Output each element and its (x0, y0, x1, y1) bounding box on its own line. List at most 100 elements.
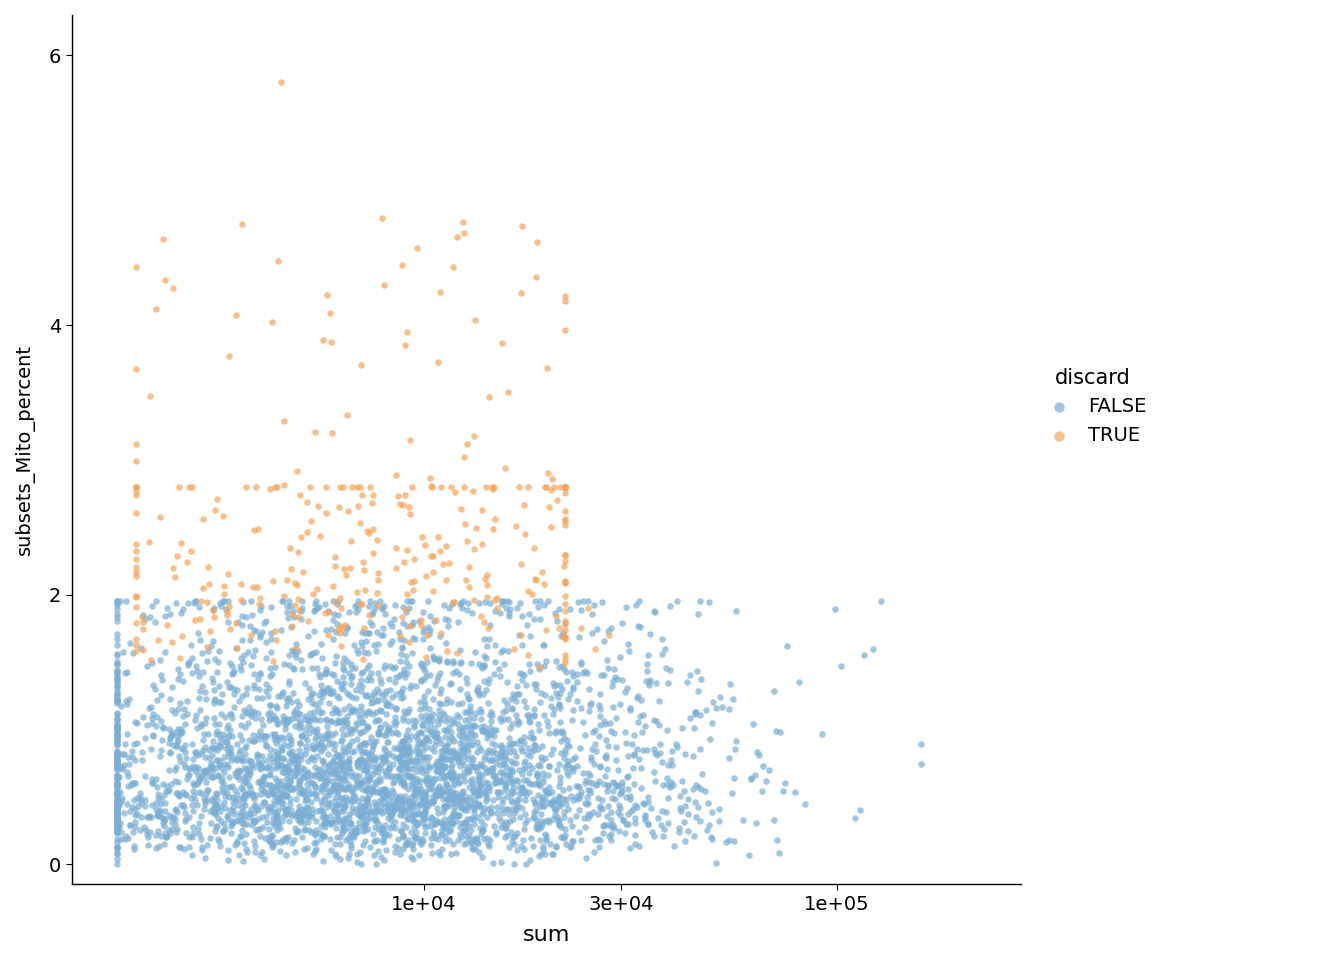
FALSE (324, 764, 345, 780)
FALSE (469, 684, 491, 700)
FALSE (601, 832, 622, 848)
FALSE (410, 725, 431, 740)
FALSE (293, 815, 314, 830)
FALSE (258, 712, 280, 728)
FALSE (419, 770, 441, 785)
FALSE (164, 811, 185, 827)
FALSE (527, 716, 548, 732)
FALSE (199, 803, 220, 818)
FALSE (661, 743, 683, 758)
FALSE (411, 717, 433, 732)
TRUE (388, 497, 410, 513)
FALSE (406, 780, 427, 796)
FALSE (313, 684, 335, 699)
FALSE (579, 767, 601, 782)
FALSE (106, 732, 128, 747)
FALSE (528, 661, 550, 677)
FALSE (491, 813, 512, 828)
TRUE (535, 622, 556, 637)
TRUE (367, 586, 388, 601)
FALSE (425, 737, 446, 753)
FALSE (169, 727, 191, 742)
FALSE (536, 785, 558, 801)
FALSE (411, 811, 433, 827)
FALSE (453, 741, 474, 756)
FALSE (415, 773, 437, 788)
FALSE (106, 835, 128, 851)
FALSE (194, 765, 215, 780)
FALSE (523, 838, 544, 853)
FALSE (566, 666, 587, 682)
FALSE (269, 758, 290, 774)
FALSE (206, 785, 227, 801)
FALSE (501, 700, 523, 715)
TRUE (552, 629, 574, 644)
FALSE (304, 710, 325, 726)
TRUE (276, 572, 297, 588)
FALSE (208, 753, 230, 768)
FALSE (106, 721, 128, 736)
FALSE (335, 789, 356, 804)
FALSE (528, 777, 550, 792)
TRUE (555, 294, 577, 309)
FALSE (503, 685, 524, 701)
FALSE (749, 748, 770, 763)
FALSE (411, 831, 433, 847)
FALSE (388, 741, 410, 756)
TRUE (329, 590, 351, 606)
FALSE (543, 742, 564, 757)
FALSE (323, 755, 344, 770)
TRUE (555, 630, 577, 645)
FALSE (480, 617, 501, 633)
FALSE (468, 595, 489, 611)
TRUE (230, 576, 251, 591)
FALSE (413, 810, 434, 826)
FALSE (294, 739, 316, 755)
FALSE (367, 693, 388, 708)
FALSE (516, 746, 538, 761)
FALSE (349, 844, 371, 859)
TRUE (555, 322, 577, 337)
FALSE (247, 727, 269, 742)
FALSE (673, 814, 695, 829)
FALSE (106, 665, 128, 681)
FALSE (551, 819, 573, 834)
TRUE (433, 557, 454, 572)
FALSE (285, 752, 306, 767)
FALSE (194, 790, 215, 805)
TRUE (212, 509, 234, 524)
FALSE (528, 600, 550, 615)
TRUE (196, 639, 218, 655)
FALSE (168, 785, 190, 801)
FALSE (184, 712, 206, 728)
TRUE (509, 285, 531, 300)
FALSE (396, 781, 418, 797)
FALSE (237, 752, 258, 767)
FALSE (329, 756, 351, 771)
FALSE (460, 811, 481, 827)
FALSE (558, 756, 579, 772)
FALSE (602, 817, 624, 832)
FALSE (723, 833, 745, 849)
FALSE (234, 760, 255, 776)
FALSE (314, 666, 336, 682)
TRUE (125, 506, 146, 521)
FALSE (552, 830, 574, 846)
TRUE (555, 479, 577, 494)
FALSE (106, 852, 128, 867)
FALSE (266, 822, 288, 837)
FALSE (106, 736, 128, 752)
FALSE (390, 758, 411, 774)
FALSE (278, 738, 300, 754)
FALSE (302, 684, 324, 700)
FALSE (333, 756, 355, 771)
FALSE (167, 725, 188, 740)
FALSE (426, 786, 448, 802)
TRUE (552, 559, 574, 574)
FALSE (374, 660, 395, 676)
FALSE (281, 748, 302, 763)
FALSE (106, 717, 128, 732)
FALSE (339, 816, 360, 831)
FALSE (484, 772, 505, 787)
FALSE (146, 780, 168, 795)
